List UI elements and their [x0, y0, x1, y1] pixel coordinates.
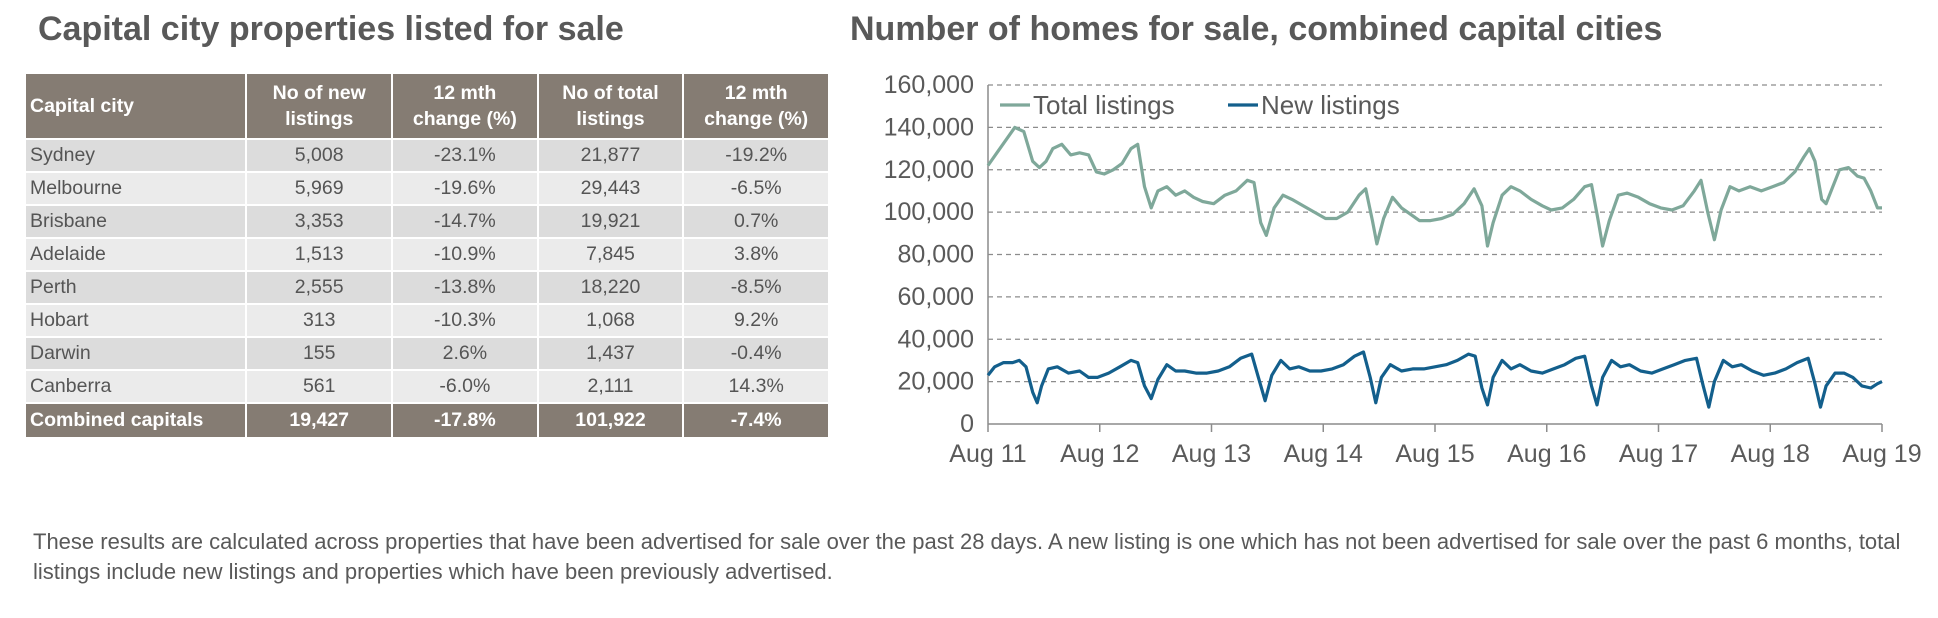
cell-total-change: 0.7%: [682, 204, 830, 239]
cell-new-change: -10.3%: [391, 303, 539, 338]
y-tick-label: 60,000: [898, 283, 974, 311]
cell-new-listings: 313: [245, 303, 394, 338]
cell-city: Canberra: [23, 369, 248, 404]
cell-city: Darwin: [23, 336, 248, 371]
table-row: Canberra 561 -6.0% 2,111 14.3%: [23, 369, 830, 404]
table-row: Melbourne 5,969 -19.6% 29,443 -6.5%: [23, 171, 830, 206]
header-total-change: 12 mth change (%): [682, 72, 830, 140]
y-tick-label: 160,000: [884, 71, 974, 99]
y-tick-label: 20,000: [898, 368, 974, 396]
cell-total-listings: 1,068: [536, 303, 685, 338]
cell-new-listings: 561: [245, 369, 394, 404]
x-tick-label: Aug 13: [1172, 440, 1251, 468]
x-tick-label: Aug 15: [1395, 440, 1474, 468]
table-total-row: Combined capitals 19,427 -17.8% 101,922 …: [23, 402, 830, 439]
x-tick-label: Aug 11: [949, 440, 1026, 468]
header-new-listings: No of new listings: [245, 72, 394, 140]
y-tick-label: 140,000: [884, 113, 974, 141]
cell-total-listings: 29,443: [536, 171, 685, 206]
footnote: These results are calculated across prop…: [33, 529, 1901, 584]
cell-new-change: -13.8%: [391, 270, 539, 305]
cell-city: Sydney: [23, 138, 248, 173]
header-capital-city: Capital city: [23, 72, 248, 140]
listings-table: Capital city No of new listings 12 mth c…: [23, 72, 830, 439]
cell-city: Brisbane: [23, 204, 248, 239]
y-tick-label: 100,000: [884, 198, 974, 226]
cell-new-change: -6.0%: [391, 369, 539, 404]
series-line-total-listings: [986, 125, 1882, 248]
cell-new-listings: 155: [245, 336, 394, 371]
cell-city: Hobart: [23, 303, 248, 338]
series-line-new-listings: [986, 350, 1883, 409]
table-row: Brisbane 3,353 -14.7% 19,921 0.7%: [23, 204, 830, 239]
y-tick-label: 40,000: [898, 325, 974, 353]
cell-total-listings: 21,877: [536, 138, 685, 173]
y-tick-label: 0: [960, 410, 974, 438]
cell-total-change: 9.2%: [682, 303, 830, 338]
cell-new-listings: 3,353: [245, 204, 394, 239]
cell-new-change: -19.6%: [391, 171, 539, 206]
x-tick-label: Aug 18: [1731, 440, 1810, 468]
cell-new-listings: 19,427: [245, 402, 394, 439]
cell-total-change: -0.4%: [682, 336, 830, 371]
table-row: Perth 2,555 -13.8% 18,220 -8.5%: [23, 270, 830, 305]
x-tick-label: Aug 12: [1060, 440, 1139, 468]
cell-total-change: 14.3%: [682, 369, 830, 404]
legend-label: New listings: [1261, 90, 1400, 120]
chart-title: Number of homes for sale, combined capit…: [850, 10, 1663, 48]
cell-total-change: -6.5%: [682, 171, 830, 206]
table-row: Hobart 313 -10.3% 1,068 9.2%: [23, 303, 830, 338]
cell-total-change: 3.8%: [682, 237, 830, 272]
cell-city: Melbourne: [23, 171, 248, 206]
cell-new-listings: 2,555: [245, 270, 394, 305]
cell-total-listings: 19,921: [536, 204, 685, 239]
cell-city: Perth: [23, 270, 248, 305]
y-tick-label: 120,000: [884, 156, 974, 184]
table-row: Darwin 155 2.6% 1,437 -0.4%: [23, 336, 830, 371]
cell-total-listings: 7,845: [536, 237, 685, 272]
header-new-change: 12 mth change (%): [391, 72, 539, 140]
x-tick-label: Aug 16: [1507, 440, 1586, 468]
cell-new-change: 2.6%: [391, 336, 539, 371]
table-row: Adelaide 1,513 -10.9% 7,845 3.8%: [23, 237, 830, 272]
y-tick-label: 80,000: [898, 241, 974, 269]
cell-new-change: -17.8%: [391, 402, 539, 439]
cell-total-listings: 1,437: [536, 336, 685, 371]
x-tick-label: Aug 19: [1842, 440, 1921, 468]
cell-city: Adelaide: [23, 237, 248, 272]
cell-new-listings: 5,969: [245, 171, 394, 206]
table-row: Sydney 5,008 -23.1% 21,877 -19.2%: [23, 138, 830, 173]
cell-total-change: -8.5%: [682, 270, 830, 305]
cell-total-listings: 18,220: [536, 270, 685, 305]
cell-new-listings: 1,513: [245, 237, 394, 272]
cell-new-listings: 5,008: [245, 138, 394, 173]
table-title: Capital city properties listed for sale: [38, 10, 624, 48]
header-total-listings: No of total listings: [536, 72, 685, 140]
cell-total-change: -19.2%: [682, 138, 830, 173]
x-tick-label: Aug 17: [1619, 440, 1698, 468]
listings-line-chart: 0 20,000 40,000 60,000 80,000 100,000 120,000 1…: [884, 71, 1922, 468]
cell-city: Combined capitals: [23, 402, 248, 439]
cell-total-listings: 2,111: [536, 369, 685, 404]
cell-new-change: -10.9%: [391, 237, 539, 272]
x-tick-label: Aug 14: [1284, 440, 1363, 468]
cell-total-listings: 101,922: [536, 402, 685, 439]
cell-new-change: -23.1%: [391, 138, 539, 173]
legend-label: Total listings: [1033, 90, 1175, 120]
cell-total-change: -7.4%: [682, 402, 830, 439]
table-header-row: Capital city No of new listings 12 mth c…: [23, 72, 830, 140]
cell-new-change: -14.7%: [391, 204, 539, 239]
